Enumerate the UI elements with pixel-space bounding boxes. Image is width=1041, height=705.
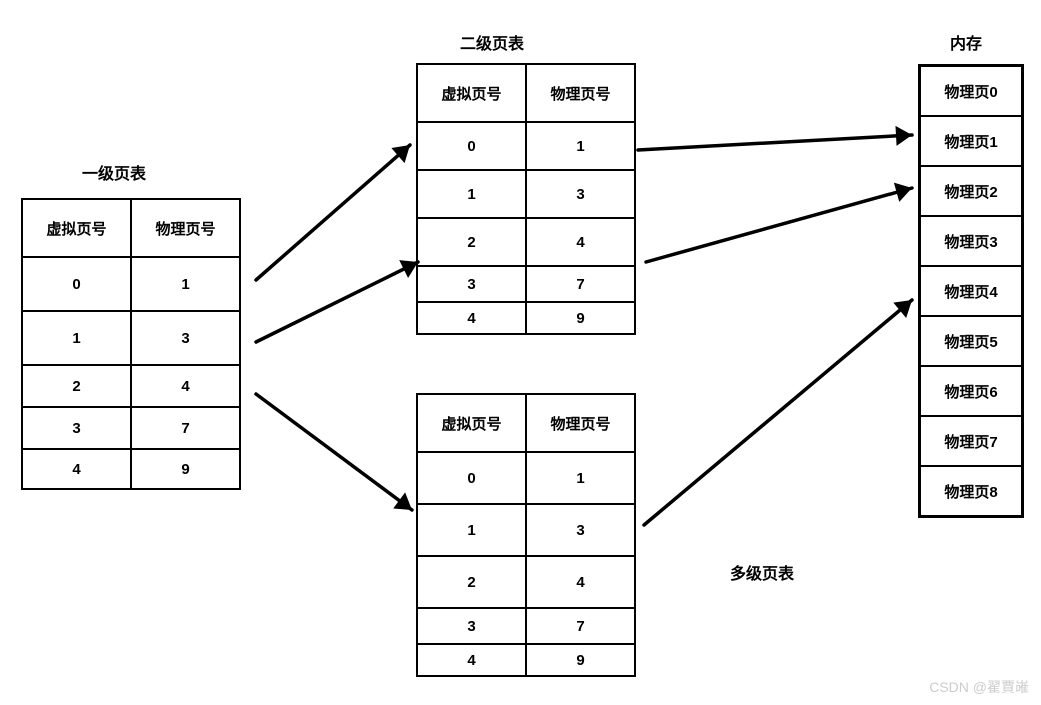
l1-cell: 2 bbox=[22, 365, 131, 407]
l1-cell: 3 bbox=[22, 407, 131, 449]
l1-cell: 0 bbox=[22, 257, 131, 311]
l1-cell: 1 bbox=[22, 311, 131, 365]
mem-cell: 物理页0 bbox=[920, 66, 1023, 117]
mem-cell: 物理页6 bbox=[920, 366, 1023, 416]
l1-cell: 9 bbox=[131, 449, 240, 489]
l1-header-vpn: 虚拟页号 bbox=[22, 199, 131, 257]
l2a-cell: 1 bbox=[417, 170, 526, 218]
memory-column: 物理页0 物理页1 物理页2 物理页3 物理页4 物理页5 物理页6 物理页7 … bbox=[918, 64, 1024, 518]
mem-cell: 物理页1 bbox=[920, 116, 1023, 166]
l2a-cell: 0 bbox=[417, 122, 526, 170]
l2b-cell: 4 bbox=[526, 556, 635, 608]
l1-header-ppn: 物理页号 bbox=[131, 199, 240, 257]
l2b-cell: 7 bbox=[526, 608, 635, 644]
l2a-cell: 9 bbox=[526, 302, 635, 334]
l1-cell: 3 bbox=[131, 311, 240, 365]
l2a-cell: 3 bbox=[417, 266, 526, 302]
l2b-header-vpn: 虚拟页号 bbox=[417, 394, 526, 452]
l1-cell: 4 bbox=[131, 365, 240, 407]
level2-page-table-a: 虚拟页号 物理页号 01 13 24 37 49 bbox=[416, 63, 636, 335]
l2b-cell: 2 bbox=[417, 556, 526, 608]
level2-page-table-b: 虚拟页号 物理页号 01 13 24 37 49 bbox=[416, 393, 636, 677]
l2b-cell: 3 bbox=[417, 608, 526, 644]
mem-cell: 物理页5 bbox=[920, 316, 1023, 366]
l2b-cell: 9 bbox=[526, 644, 635, 676]
l1-cell: 4 bbox=[22, 449, 131, 489]
mem-cell: 物理页2 bbox=[920, 166, 1023, 216]
l2a-cell: 4 bbox=[526, 218, 635, 266]
multilevel-title: 多级页表 bbox=[730, 560, 794, 584]
l2b-cell: 1 bbox=[417, 504, 526, 556]
l1-cell: 7 bbox=[131, 407, 240, 449]
l2a-cell: 3 bbox=[526, 170, 635, 218]
l2a-cell: 1 bbox=[526, 122, 635, 170]
level2-title: 二级页表 bbox=[460, 30, 524, 54]
watermark: CSDN @翟賈嶉 bbox=[929, 677, 1029, 697]
mem-cell: 物理页7 bbox=[920, 416, 1023, 466]
mem-cell: 物理页4 bbox=[920, 266, 1023, 316]
l2b-header-ppn: 物理页号 bbox=[526, 394, 635, 452]
memory-title: 内存 bbox=[950, 30, 982, 54]
l1-cell: 1 bbox=[131, 257, 240, 311]
l2a-header-vpn: 虚拟页号 bbox=[417, 64, 526, 122]
level1-title: 一级页表 bbox=[82, 160, 146, 184]
level1-page-table: 虚拟页号 物理页号 01 13 24 37 49 bbox=[21, 198, 241, 490]
l2b-cell: 4 bbox=[417, 644, 526, 676]
mem-cell: 物理页8 bbox=[920, 466, 1023, 517]
l2b-cell: 1 bbox=[526, 452, 635, 504]
l2a-cell: 7 bbox=[526, 266, 635, 302]
l2b-cell: 3 bbox=[526, 504, 635, 556]
mem-cell: 物理页3 bbox=[920, 216, 1023, 266]
l2a-header-ppn: 物理页号 bbox=[526, 64, 635, 122]
l2a-cell: 4 bbox=[417, 302, 526, 334]
l2b-cell: 0 bbox=[417, 452, 526, 504]
l2a-cell: 2 bbox=[417, 218, 526, 266]
